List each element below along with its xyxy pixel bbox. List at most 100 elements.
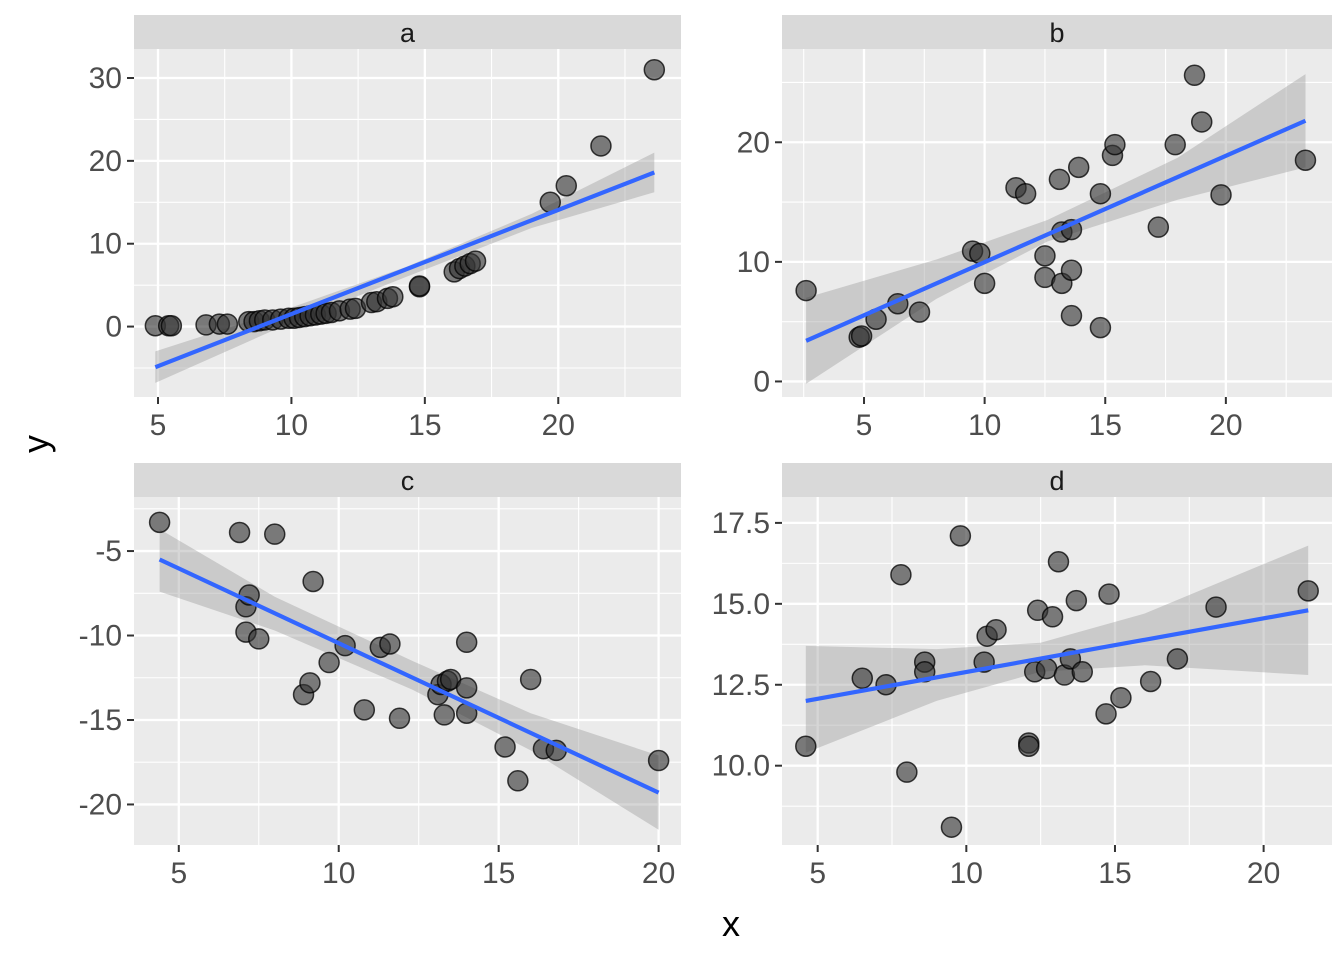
panel-data-layer — [144, 58, 666, 383]
facet-panels: a 5 10 15 20 0 10 20 30 b 5 10 15 20 0 10 20 c 5 10 15 20 -5 -1… — [79, 15, 1332, 890]
data-point — [299, 672, 321, 694]
data-point — [1034, 245, 1056, 267]
data-point — [1095, 703, 1117, 725]
x-tick-label: 10 — [950, 857, 983, 890]
data-point — [408, 275, 431, 297]
y-tick-label: 10 — [737, 246, 770, 279]
x-tick-label: 20 — [542, 409, 575, 442]
data-point — [647, 749, 670, 772]
data-point — [1014, 182, 1037, 205]
data-point — [1089, 316, 1112, 339]
facet-strip — [782, 15, 1332, 49]
y-tick-label: 20 — [89, 145, 122, 178]
regression-line — [158, 557, 660, 795]
data-point — [643, 58, 666, 81]
data-point — [1098, 583, 1120, 605]
data-point — [519, 668, 542, 691]
data-point — [455, 631, 478, 654]
x-tick-label: 15 — [1098, 857, 1131, 890]
data-point — [949, 525, 972, 547]
data-point — [1041, 606, 1064, 628]
data-point — [382, 285, 404, 308]
data-point — [433, 704, 456, 726]
data-point — [851, 667, 874, 690]
y-tick-label: 0 — [753, 365, 770, 398]
regression-line — [154, 170, 656, 370]
data-point — [1164, 133, 1186, 156]
x-tick-label: 10 — [275, 409, 308, 442]
data-point — [1190, 111, 1213, 133]
data-point — [379, 633, 401, 655]
regression-line — [805, 608, 1309, 704]
x-tick-label: 5 — [170, 857, 187, 890]
x-tick-label: 20 — [642, 857, 675, 890]
data-point — [507, 770, 529, 792]
data-point — [1166, 648, 1189, 670]
data-point — [1110, 686, 1132, 709]
x-tick-label: 10 — [968, 409, 1001, 442]
y-tick-label: -5 — [95, 535, 122, 568]
facet-strip — [134, 463, 681, 497]
x-tick-label: 15 — [408, 409, 441, 442]
x-tick-label: 5 — [150, 409, 167, 442]
data-point — [555, 174, 578, 197]
data-point — [353, 699, 376, 721]
facet-strip-label: a — [400, 18, 416, 48]
data-point — [1104, 133, 1126, 156]
data-point — [1060, 259, 1083, 281]
regression-line — [805, 118, 1307, 343]
panel-data-layer — [795, 525, 1319, 838]
data-point — [1018, 735, 1040, 758]
x-tick-label: 5 — [809, 857, 826, 890]
data-point — [985, 618, 1007, 641]
data-point — [263, 523, 286, 545]
data-point — [1205, 596, 1227, 618]
data-point — [1297, 580, 1319, 602]
data-point — [1183, 64, 1206, 87]
data-point — [590, 135, 612, 157]
panel-data-layer — [795, 64, 1317, 384]
y-tick-label: 15.0 — [712, 588, 770, 621]
data-point — [795, 735, 817, 758]
data-point — [940, 816, 963, 838]
y-tick-label: 20 — [737, 126, 770, 159]
y-tick-label: 10.0 — [712, 750, 770, 783]
data-point — [1089, 182, 1112, 205]
data-point — [850, 325, 873, 347]
confidence-ribbon — [159, 529, 659, 830]
facet-strip-label: b — [1049, 18, 1064, 48]
data-point — [455, 677, 478, 699]
data-point — [1139, 670, 1162, 693]
x-tick-label: 10 — [322, 857, 355, 890]
y-tick-label: -20 — [79, 788, 122, 821]
data-point — [388, 707, 411, 730]
data-point — [795, 279, 817, 302]
data-point — [248, 628, 270, 650]
data-point — [228, 521, 251, 544]
facet-panel-d: d 5 10 15 20 10.0 12.5 15.0 17.5 — [712, 463, 1332, 890]
facet-strip-label: c — [401, 466, 415, 496]
panel-data-layer — [148, 511, 670, 830]
data-point — [216, 313, 239, 335]
facet-panel-b: b 5 10 15 20 0 10 20 — [737, 15, 1332, 442]
y-tick-label: 0 — [105, 311, 122, 344]
data-point — [1294, 149, 1317, 171]
facet-panel-a: a 5 10 15 20 0 10 20 30 — [89, 15, 681, 442]
y-tick-label: 30 — [89, 62, 122, 95]
data-point — [318, 651, 340, 674]
data-point — [1035, 657, 1058, 680]
x-tick-label: 20 — [1247, 857, 1280, 890]
data-point — [1048, 168, 1071, 191]
data-point — [896, 761, 918, 783]
x-tick-label: 15 — [482, 857, 515, 890]
data-point — [1147, 216, 1170, 238]
y-tick-label: 12.5 — [712, 669, 770, 702]
data-point — [908, 301, 931, 323]
x-tick-label: 15 — [1089, 409, 1122, 442]
facet-strip — [134, 15, 681, 49]
data-point — [973, 272, 996, 295]
x-tick-label: 5 — [856, 409, 873, 442]
panel-background — [134, 497, 681, 845]
data-point — [494, 736, 516, 758]
